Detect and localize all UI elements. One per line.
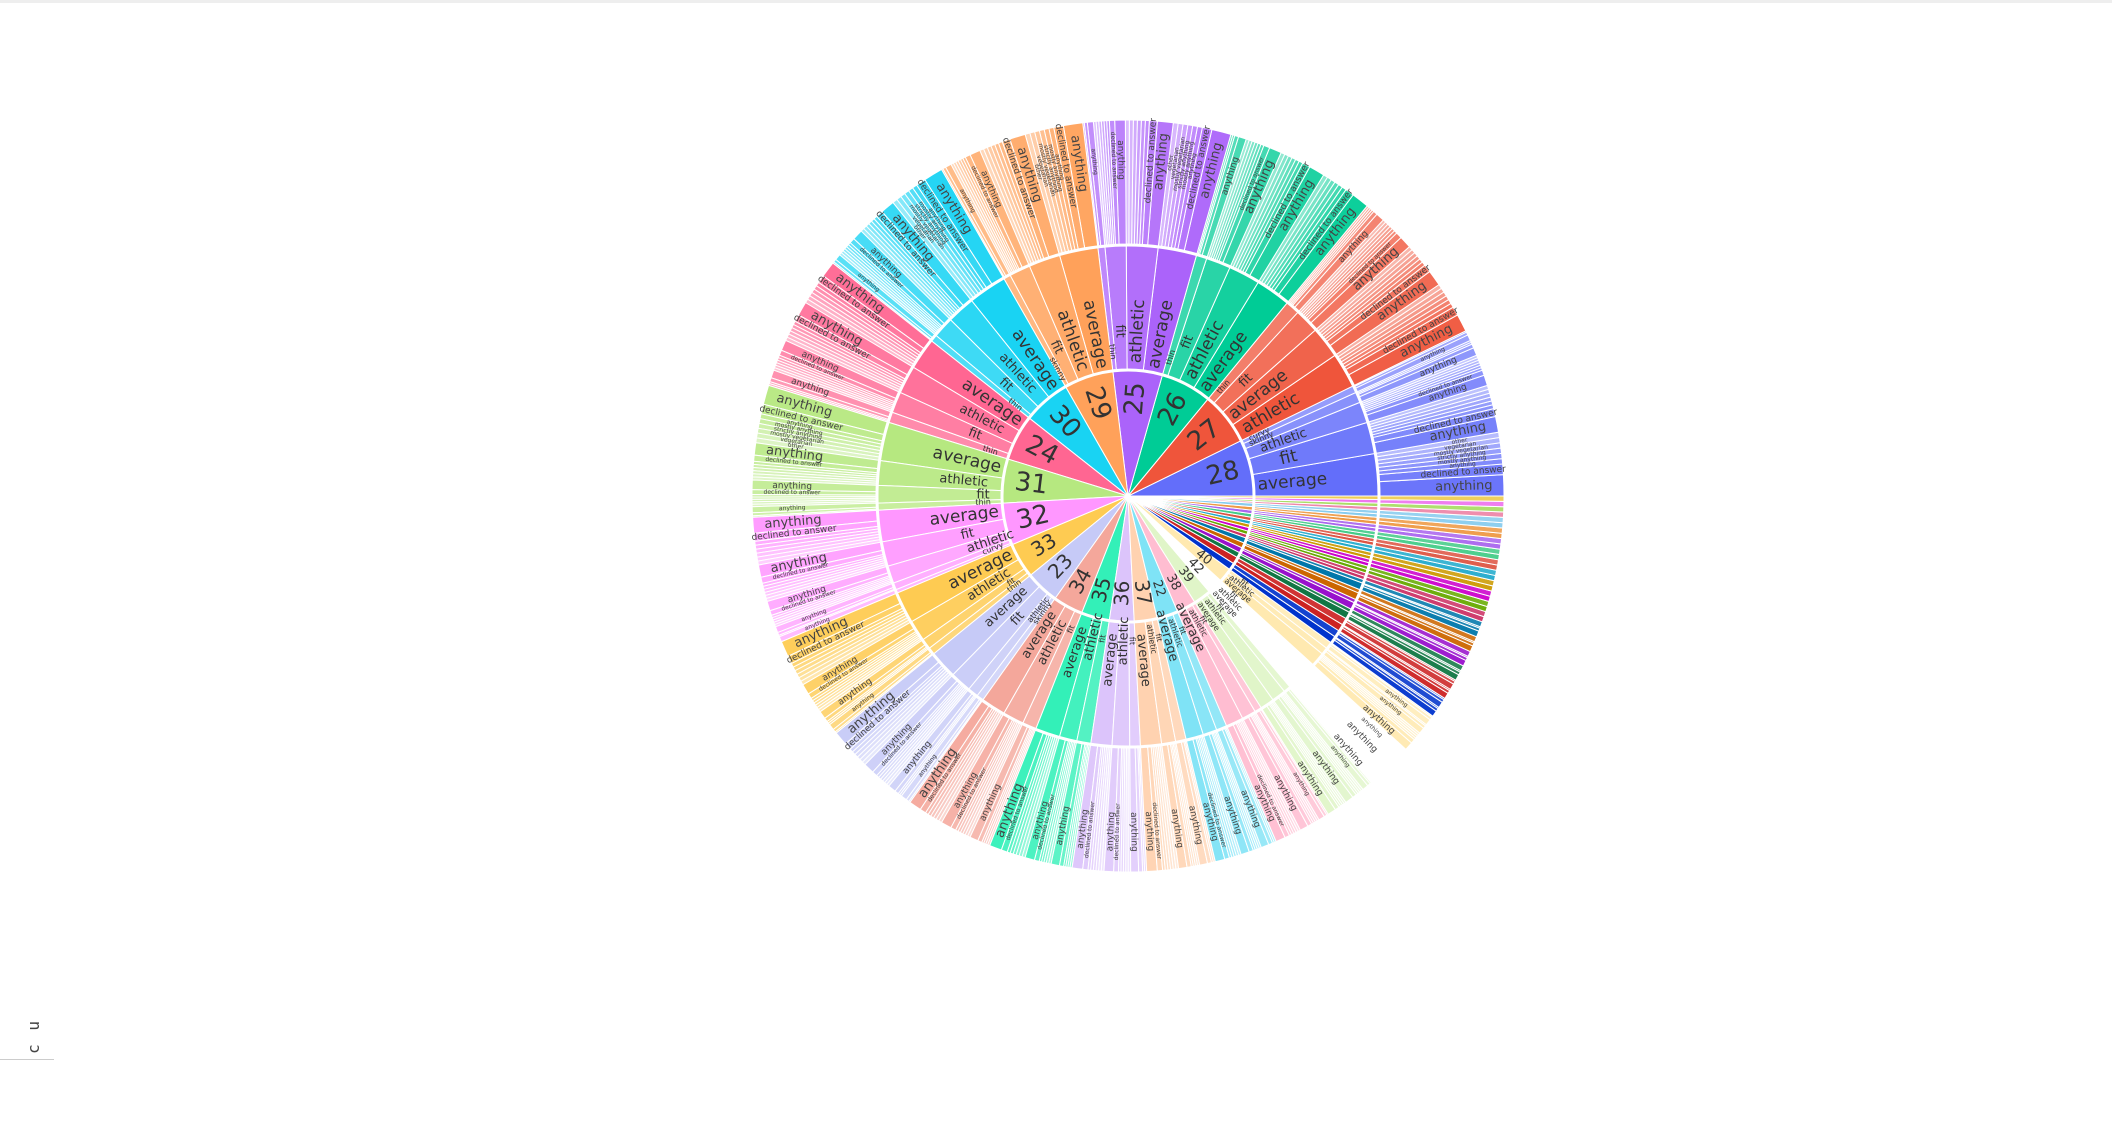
age-label-37: 37 — [1130, 578, 1157, 607]
diet-slice[interactable] — [1379, 495, 1505, 502]
body-label-average: average — [1100, 633, 1121, 688]
diet-label: anything — [772, 481, 812, 492]
diet-label: other — [1451, 436, 1468, 446]
body-label-fit: fit — [959, 526, 975, 544]
body-label-fit: fit — [1005, 576, 1017, 588]
body-label-athletic: athletic — [1126, 299, 1150, 364]
diet-label: declined to answer — [1109, 132, 1118, 190]
diet-label: anything — [764, 513, 822, 532]
diet-label: anything — [1449, 460, 1476, 469]
body-label-fit: fit — [1097, 634, 1107, 644]
diet-label: anything — [1105, 812, 1117, 852]
body-label-fit: fit — [1278, 446, 1300, 470]
diet-label: declined to answer — [1151, 802, 1163, 860]
body-label-thin: thin — [1107, 344, 1118, 360]
body-label-fit: fit — [1178, 333, 1197, 351]
ring-body-type — [877, 245, 1379, 747]
diet-label: anything — [1186, 152, 1198, 180]
body-label-fit: fit — [1177, 625, 1188, 636]
body-label-athletic: athletic — [939, 471, 989, 490]
body-label-athletic: athletic — [1116, 616, 1132, 665]
body-slice[interactable] — [1254, 495, 1379, 501]
body-label-fit: fit — [976, 487, 989, 502]
top-border — [0, 0, 2112, 3]
age-label-31: 31 — [1013, 467, 1049, 501]
diet-label: vegetarian — [1444, 440, 1477, 452]
diet-label: declined to answer — [764, 489, 822, 497]
body-label-thin: thin — [975, 497, 991, 507]
body-label-average: average — [1133, 633, 1153, 687]
body-label-thin: thin — [1164, 349, 1177, 366]
modebar-corner[interactable]: c u — [0, 1015, 54, 1060]
diet-label: anything — [779, 504, 806, 512]
body-label-fit: fit — [1197, 614, 1209, 626]
diet-label: other — [1033, 164, 1044, 182]
diet-label: vegetarian — [1169, 147, 1180, 180]
body-label-fit: fit — [1112, 324, 1128, 338]
diet-label: anything — [1115, 140, 1126, 180]
age-label-25: 25 — [1119, 381, 1151, 416]
diet-label: declined to answer — [1113, 803, 1122, 861]
diet-label: anything — [765, 443, 824, 465]
body-label-fit: fit — [1153, 633, 1164, 643]
corner-label: c u — [24, 1019, 43, 1054]
age-label-38: 38 — [1163, 572, 1184, 594]
body-label-fit: fit — [1065, 624, 1076, 635]
diet-label: anything — [1151, 132, 1172, 191]
body-label-fit: fit — [1238, 577, 1250, 589]
age-label-32: 32 — [1013, 499, 1052, 536]
ring-diet — [751, 119, 1505, 873]
age-label-28: 28 — [1203, 455, 1242, 492]
body-label-fit: fit — [1128, 637, 1137, 645]
diet-label: anything — [1089, 148, 1099, 175]
diet-label: other — [787, 442, 804, 451]
body-label-fit: fit — [1047, 338, 1066, 356]
diet-label: anything — [1435, 478, 1493, 495]
diet-label: other — [1166, 154, 1175, 171]
age-label-22: 22 — [1149, 578, 1168, 598]
age-slice-minor-39[interactable] — [1127, 495, 1254, 499]
body-label-fit: fit — [966, 425, 984, 444]
diet-label: anything — [1143, 811, 1156, 851]
ring-age — [1002, 370, 1254, 622]
age-label-36: 36 — [1109, 580, 1134, 607]
diet-label: anything — [1128, 812, 1139, 852]
